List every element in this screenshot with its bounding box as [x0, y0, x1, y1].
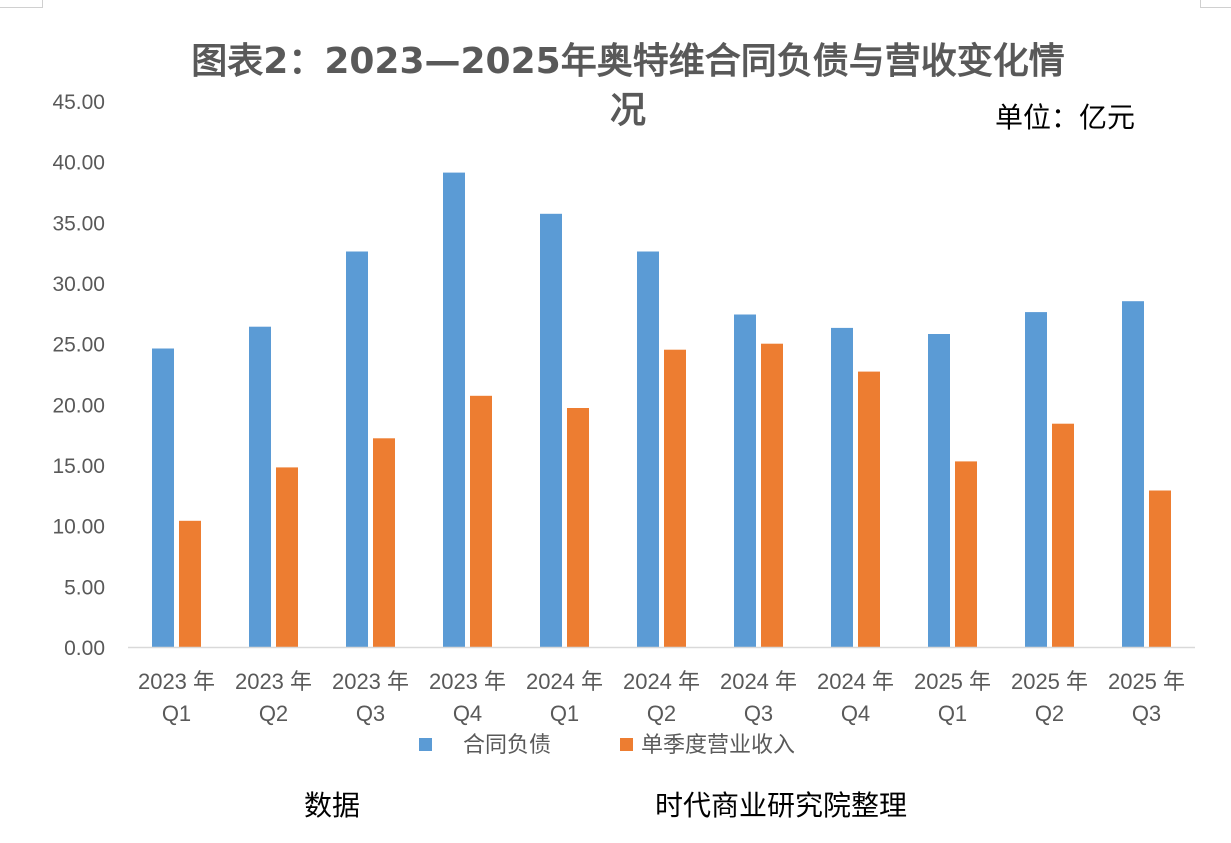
x-tick-label-year: 2023 年	[429, 669, 506, 694]
x-tick-label-year: 2025 年	[914, 669, 991, 694]
chart-title-line-2: 况	[610, 90, 646, 131]
y-tick-label: 0.00	[64, 637, 105, 660]
x-tick-label-year: 2023 年	[235, 669, 312, 694]
x-tick-label-year: 2023 年	[138, 669, 215, 694]
legend-label-quarterly-revenue: 单季度营业收入	[641, 733, 795, 758]
bar-quarterly-revenue	[664, 349, 686, 647]
y-tick-label: 15.00	[52, 455, 105, 478]
x-tick-label-quarter: Q2	[647, 701, 676, 726]
bar-quarterly-revenue	[761, 343, 783, 647]
page-corner-mark-left	[0, 0, 43, 8]
bar-quarterly-revenue	[858, 371, 880, 647]
bar-contract-liabilities	[928, 334, 950, 647]
bar-contract-liabilities	[734, 314, 756, 647]
legend-label-contract-liabilities: 合同负债	[463, 733, 551, 758]
bar-quarterly-revenue	[470, 395, 492, 647]
x-tick-label-year: 2024 年	[817, 669, 894, 694]
bar-contract-liabilities	[1122, 301, 1144, 647]
y-axis: 0.00 5.00 10.00 15.00 20.00 25.00 30.00 35.00 40…	[52, 91, 105, 660]
bar-contract-liabilities	[1025, 312, 1047, 647]
bars-group	[152, 172, 1171, 648]
x-tick-label-quarter: Q1	[162, 701, 191, 726]
bar-contract-liabilities	[346, 251, 368, 647]
bar-quarterly-revenue	[373, 438, 395, 647]
legend: 合同负债 单季度营业收入	[419, 733, 795, 758]
bar-quarterly-revenue	[955, 461, 977, 647]
y-tick-label: 20.00	[52, 394, 105, 417]
y-tick-label: 30.00	[52, 273, 105, 296]
y-tick-label: 5.00	[64, 576, 105, 599]
y-tick-label: 40.00	[52, 152, 105, 175]
x-tick-label-quarter: Q1	[550, 701, 579, 726]
x-tick-label-year: 2024 年	[623, 669, 700, 694]
y-tick-label: 10.00	[52, 516, 105, 539]
x-tick-label-year: 2023 年	[332, 669, 409, 694]
x-tick-label-quarter: Q4	[841, 701, 870, 726]
unit-label: 单位：亿元	[995, 101, 1135, 134]
x-tick-label-quarter: Q3	[744, 701, 773, 726]
footer-source-organization: 时代商业研究院整理	[655, 789, 907, 822]
x-tick-label-quarter: Q1	[938, 701, 967, 726]
x-tick-label-quarter: Q3	[1132, 701, 1161, 726]
y-tick-label: 45.00	[52, 91, 105, 114]
x-tick-label-quarter: Q3	[356, 701, 385, 726]
x-tick-label-year: 2025 年	[1011, 669, 1088, 694]
x-tick-label-year: 2025 年	[1108, 669, 1185, 694]
y-tick-label: 35.00	[52, 212, 105, 235]
x-tick-label-year: 2024 年	[720, 669, 797, 694]
bar-quarterly-revenue	[179, 520, 201, 647]
bar-quarterly-revenue	[1052, 423, 1074, 647]
bar-contract-liabilities	[152, 348, 174, 647]
y-tick-label: 25.00	[52, 334, 105, 357]
chart-title-line-1: 图表2：2023—2025年奥特维合同负债与营收变化情	[191, 40, 1064, 82]
legend-swatch-contract-liabilities	[419, 738, 432, 751]
bar-contract-liabilities	[540, 213, 562, 648]
x-tick-label-quarter: Q2	[259, 701, 288, 726]
x-tick-label-quarter: Q2	[1035, 701, 1064, 726]
bar-quarterly-revenue	[1149, 490, 1171, 647]
bar-contract-liabilities	[249, 326, 271, 647]
bar-quarterly-revenue	[276, 467, 298, 647]
bar-quarterly-revenue	[567, 408, 589, 647]
bar-contract-liabilities	[831, 327, 853, 647]
x-tick-label-year: 2024 年	[526, 669, 603, 694]
x-tick-label-quarter: Q4	[453, 701, 482, 726]
page-corner-mark-right	[1200, 0, 1231, 8]
bar-contract-liabilities	[443, 172, 465, 647]
footer-source-label: 数据	[304, 789, 360, 822]
legend-swatch-quarterly-revenue	[620, 738, 633, 751]
x-axis: 2023 年 Q1 2023 年 Q2 2023 年 Q3 2023 年 Q4 2024 年 Q1…	[128, 646, 1195, 726]
bar-contract-liabilities	[637, 251, 659, 647]
